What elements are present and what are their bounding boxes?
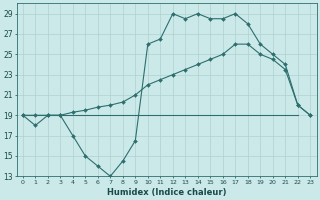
X-axis label: Humidex (Indice chaleur): Humidex (Indice chaleur) — [107, 188, 226, 197]
